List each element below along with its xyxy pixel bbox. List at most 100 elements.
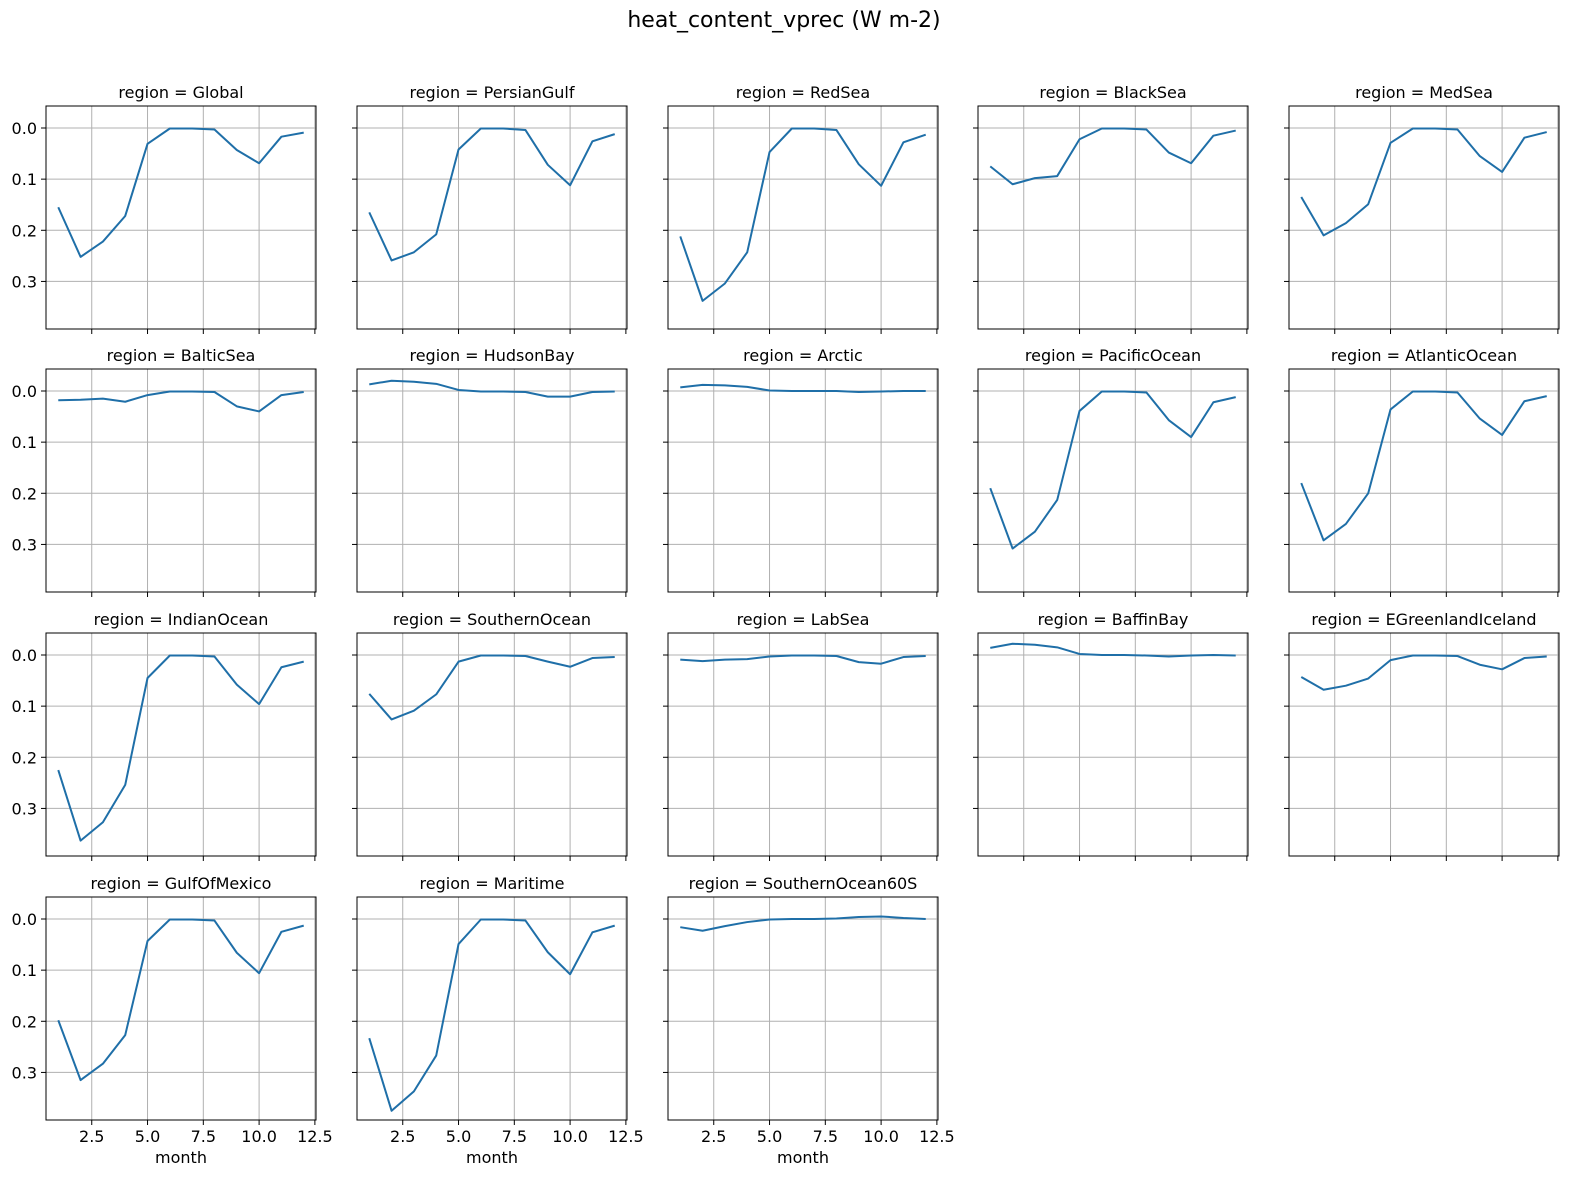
x-axis-label: month [777,1148,829,1167]
y-tick-label: 0.0 [12,119,37,138]
axes-frame [45,632,317,857]
series-line-PersianGulf [368,127,616,262]
panel-AtlanticOcean: region = AtlanticOcean [1284,346,1560,597]
axes-frame [356,368,628,593]
panel-title: region = Arctic [743,346,863,365]
axes-frame [1288,368,1560,593]
facet-grid: region = Global 0.0 0.1 0.2 0.3 region = Pers… [12,83,1560,1167]
panel-PersianGulf: region = PersianGulf [352,83,628,334]
panel-Global: region = Global 0.0 0.1 0.2 0.3 [12,83,317,334]
x-tick-label: 5.0 [135,1127,160,1146]
panel-GulfOfMexico: region = GulfOfMexico 0.0 0.1 0.2 0.3 2.5 5.0 7… [12,874,333,1167]
y-tick-label: 0.3 [12,799,37,818]
panel-MedSea: region = MedSea [1284,83,1560,334]
panel-BlackSea: region = BlackSea [973,83,1249,334]
x-tick-label: 10.0 [863,1127,899,1146]
x-axis-label: month [466,1148,518,1167]
axes-frame [356,632,628,857]
x-tick-label: 12.5 [297,1127,333,1146]
axes-frame [45,368,317,593]
x-tick-label: 2.5 [390,1127,415,1146]
series-line-SouthernOcean60S [680,915,926,932]
x-tick-label: 7.5 [502,1127,527,1146]
panel-title: region = BalticSea [107,346,256,365]
panel-title: region = AtlanticOcean [1331,346,1517,365]
series-line-BaffinBay [990,642,1236,658]
panel-title: region = LabSea [737,610,870,629]
axes-frame [667,896,939,1121]
axes-frame [667,105,939,330]
panel-PacificOcean: region = PacificOcean [973,346,1249,597]
series-line-Arctic [680,383,926,394]
y-tick-label: 0.1 [12,961,37,980]
panel-BaffinBay: region = BaffinBay [973,610,1249,861]
panel-title: region = PersianGulf [409,83,574,102]
series-line-EGreenlandIceland [1300,654,1547,691]
y-tick-label: 0.2 [12,1012,37,1031]
x-tick-label: 7.5 [813,1127,838,1146]
axes-frame [977,632,1249,857]
panel-title: region = EGreenlandIceland [1311,610,1536,629]
series-line-HudsonBay [369,379,615,398]
axes-frame [1288,632,1560,857]
series-line-BalticSea [58,390,304,413]
y-tick-label: 0.1 [12,697,37,716]
axes-frame [45,896,317,1121]
y-tick-label: 0.2 [12,484,37,503]
x-axis-label: month [155,1148,207,1167]
series-line-GulfOfMexico [57,918,304,1082]
series-line-SouthernOcean [368,654,615,721]
x-tick-label: 2.5 [79,1127,104,1146]
x-tick-label: 7.5 [191,1127,216,1146]
x-tick-label: 12.5 [608,1127,644,1146]
panel-title: region = IndianOcean [94,610,269,629]
series-line-BlackSea [989,127,1236,186]
series-line-RedSea [679,127,927,302]
series-line-PacificOcean [989,390,1236,550]
panel-Arctic: region = Arctic [663,346,939,597]
series-line-LabSea [680,654,926,665]
series-line-IndianOcean [57,654,304,842]
x-tick-label: 10.0 [552,1127,588,1146]
axes-frame [977,105,1249,330]
panel-EGreenlandIceland: region = EGreenlandIceland [1284,610,1560,861]
y-tick-label: 0.0 [12,382,37,401]
panel-SouthernOcean60S: region = SouthernOcean60S 2.5 5.0 7.5 10.0 12… [663,874,955,1167]
axes-frame [356,896,628,1121]
panel-title: region = Maritime [420,874,565,893]
axes-frame [356,105,628,330]
panel-IndianOcean: region = IndianOcean 0.0 0.1 0.2 0.3 [12,610,317,861]
x-tick-label: 5.0 [446,1127,471,1146]
series-line-Maritime [368,918,616,1112]
panel-title: region = BlackSea [1039,83,1186,102]
panel-title: region = SouthernOcean [393,610,591,629]
axes-frame [977,368,1249,593]
y-tick-label: 0.2 [12,748,37,767]
panel-title: region = SouthernOcean60S [689,874,918,893]
x-tick-label: 10.0 [241,1127,277,1146]
axes-frame [667,368,939,593]
panel-title: region = RedSea [736,83,870,102]
panel-title: region = BaffinBay [1038,610,1189,629]
panel-SouthernOcean: region = SouthernOcean [352,610,628,861]
panel-BalticSea: region = BalticSea 0.0 0.1 0.2 0.3 [12,346,317,597]
axes-frame [1288,105,1560,330]
chart-title: heat_content_vprec (W m-2) [627,8,940,33]
panel-title: region = PacificOcean [1025,346,1201,365]
x-tick-label: 5.0 [757,1127,782,1146]
panel-title: region = GulfOfMexico [91,874,272,893]
x-tick-label: 2.5 [701,1127,726,1146]
axes-frame [667,632,939,857]
panel-title: region = Global [118,83,243,102]
y-tick-label: 0.3 [12,272,37,291]
x-tick-label: 12.5 [919,1127,955,1146]
series-line-AtlanticOcean [1300,390,1547,542]
panel-title: region = HudsonBay [409,346,574,365]
series-line-Global [57,127,304,258]
y-tick-label: 0.2 [12,221,37,240]
y-tick-label: 0.0 [12,646,37,665]
panel-HudsonBay: region = HudsonBay [352,346,628,597]
panel-RedSea: region = RedSea [663,83,939,334]
